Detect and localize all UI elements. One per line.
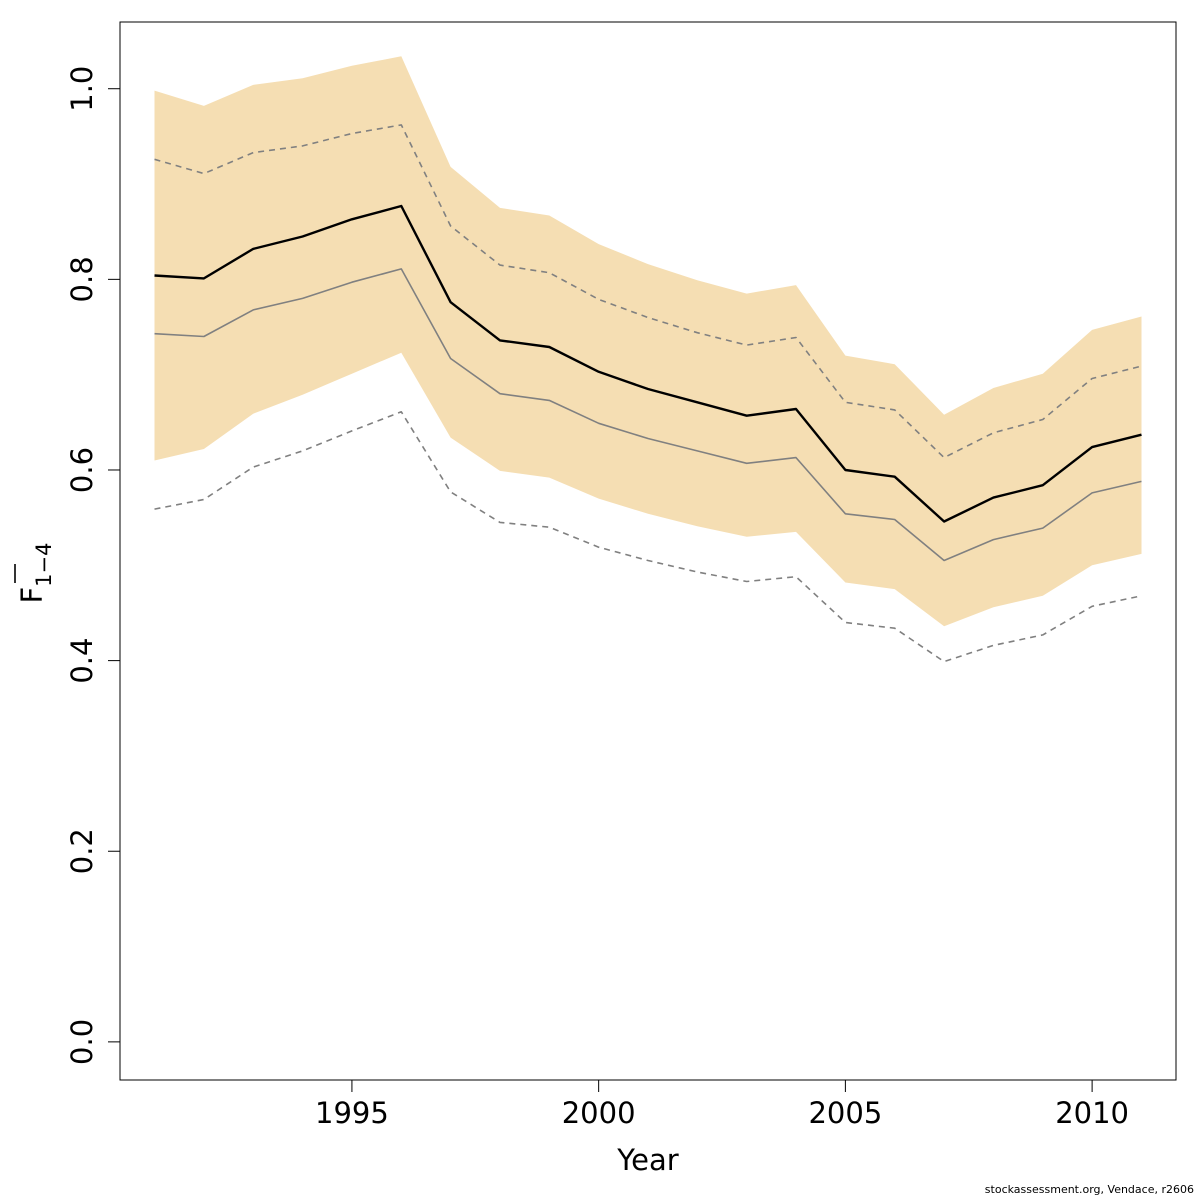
svg-text:F1−4: F1−4 (15, 542, 56, 603)
series-line-3 (154, 124, 1142, 459)
x-tick-label: 1995 (315, 1096, 389, 1130)
confidence-band (154, 56, 1142, 627)
y-axis-title-subscript: 1−4 (32, 542, 56, 586)
series-line-1 (154, 204, 1142, 523)
x-axis-title: Year (616, 1143, 678, 1177)
y-tick-label: 0.6 (65, 447, 99, 493)
x-tick-label: 2010 (1055, 1096, 1129, 1130)
y-tick-label: 0.4 (65, 638, 99, 684)
footer-note: stockassessment.org, Vendace, r2606 (984, 1183, 1194, 1196)
x-tick-label: 2005 (808, 1096, 882, 1130)
series-line-4 (154, 410, 1142, 663)
confidence-band-area (154, 56, 1142, 627)
y-tick-label: 0.0 (65, 1019, 99, 1065)
series-lines (154, 124, 1142, 663)
y-axis-title: F1−4 (14, 542, 56, 604)
x-tick-label: 2000 (562, 1096, 636, 1130)
y-axis: 0.0 0.2 0.4 0.6 0.8 1.0 (65, 66, 121, 1065)
y-tick-label: 0.2 (65, 828, 99, 874)
y-tick-label: 0.8 (65, 256, 99, 302)
x-axis: 1995 2000 2005 2010 (315, 1079, 1129, 1130)
y-axis-title-main: F (15, 587, 49, 604)
y-tick-label: 1.0 (65, 66, 99, 112)
series-line-2 (154, 268, 1142, 562)
